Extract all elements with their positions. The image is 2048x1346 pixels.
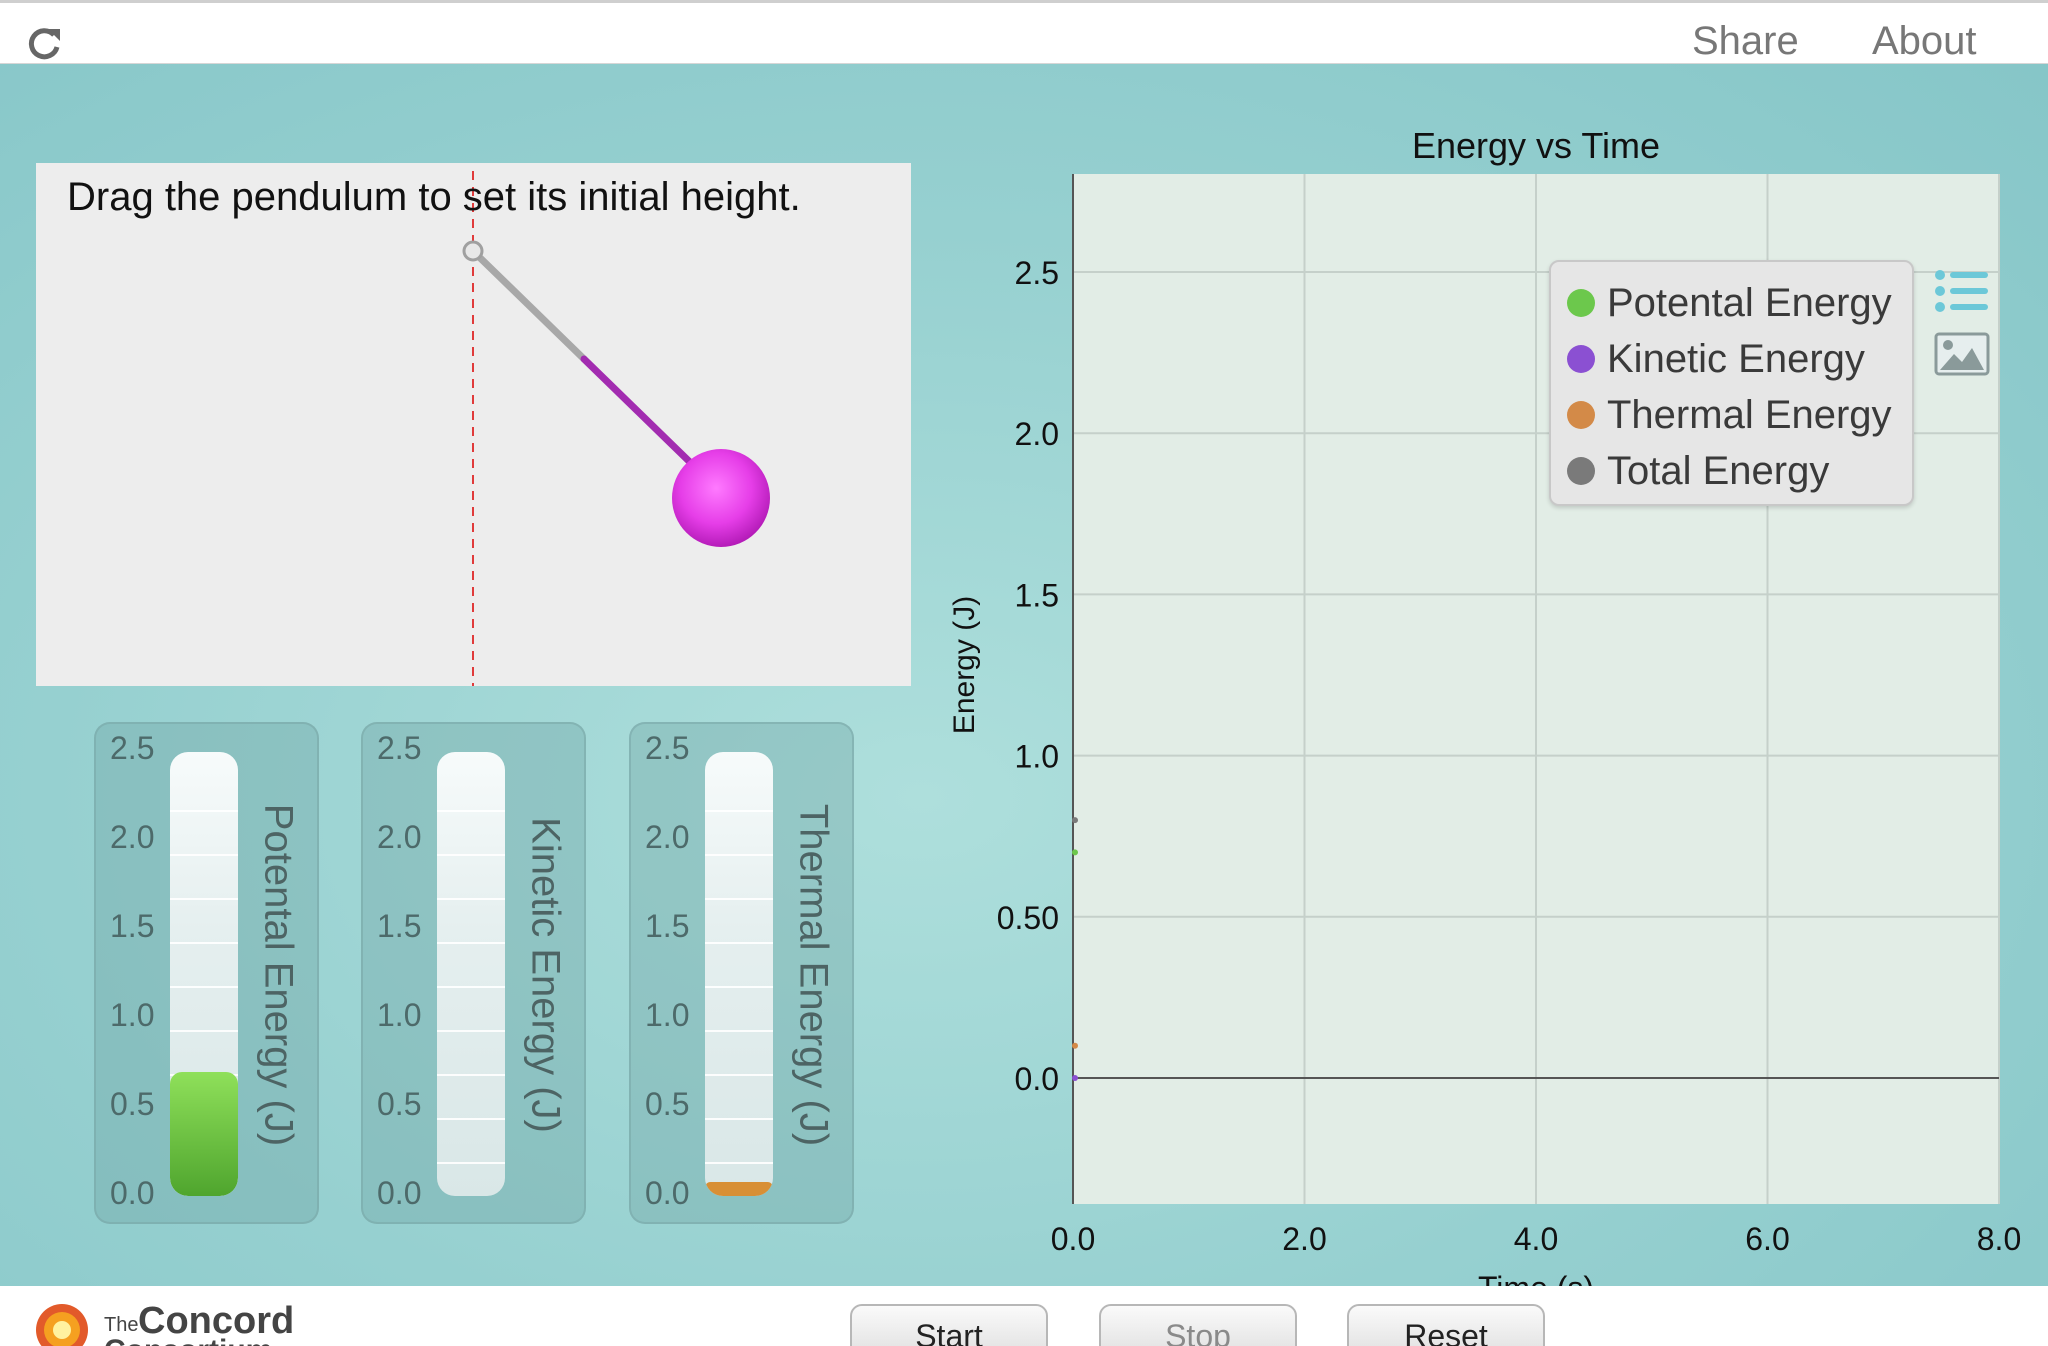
- top-bar: Share About: [0, 0, 2048, 64]
- meter-fill: [170, 1071, 238, 1196]
- legend-label: Thermal Energy: [1607, 392, 1892, 437]
- x-tick-label: 0.0: [1051, 1221, 1095, 1257]
- meter-tick-label: 1.5: [645, 908, 690, 944]
- legend-dot-icon: [1567, 345, 1595, 373]
- meter-tube: [170, 752, 238, 1196]
- reload-icon[interactable]: [24, 23, 64, 63]
- y-tick-label: 2.5: [1015, 255, 1059, 291]
- concord-logo: The Concord Consortium: [26, 1294, 306, 1346]
- potential-energy-meter: 2.5 2.0 1.5 1.0 0.5 0.0 Potental Energy (J): [94, 722, 319, 1224]
- meter-tick-label: 2.5: [110, 730, 155, 766]
- x-tick-label: 6.0: [1745, 1221, 1789, 1257]
- x-tick-label: 2.0: [1282, 1221, 1326, 1257]
- reset-button[interactable]: Reset: [1347, 1304, 1545, 1346]
- pendulum-panel: Drag the pendulum to set its initial hei…: [36, 163, 911, 686]
- logo-text-concord: Concord: [138, 1300, 295, 1342]
- data-point: [1072, 849, 1078, 856]
- pendulum-rod-upper: [469, 247, 588, 363]
- meter-tick-label: 2.5: [645, 730, 690, 766]
- y-tick-label: 1.5: [1015, 577, 1059, 613]
- stop-button[interactable]: Stop: [1099, 1304, 1297, 1346]
- meter-label: Thermal Energy (J): [791, 803, 836, 1147]
- legend-item[interactable]: Kinetic Energy: [1567, 334, 1865, 384]
- meter-tick-label: 0.5: [377, 1086, 422, 1122]
- start-button[interactable]: Start: [850, 1304, 1048, 1346]
- instruction-text: Drag the pendulum to set its initial hei…: [67, 175, 801, 219]
- energy-chart: 0.0 0.50 1.0 1.5 2.0 2.5 0.0 2.0 4.0 6.0 8.0 Energy…: [948, 125, 2021, 1306]
- legend-dot-icon: [1567, 401, 1595, 429]
- meter-tube: [705, 752, 773, 1196]
- y-tick-label: 1.0: [1015, 739, 1059, 775]
- legend-item[interactable]: Thermal Energy: [1567, 390, 1892, 440]
- meter-tick-label: 1.5: [110, 908, 155, 944]
- legend-label: Total Energy: [1607, 448, 1830, 493]
- simulation-area: Drag the pendulum to set its initial hei…: [0, 64, 2048, 1306]
- meter-tick-label: 1.0: [377, 997, 422, 1033]
- share-link[interactable]: Share: [1692, 19, 1799, 63]
- meter-label: Kinetic Energy (J): [523, 817, 568, 1133]
- pendulum-rod: [580, 355, 700, 472]
- data-point: [1072, 1042, 1078, 1049]
- y-tick-label: 0.0: [1015, 1061, 1059, 1097]
- pivot-icon: [462, 240, 484, 262]
- meter-tick-label: 1.5: [377, 908, 422, 944]
- legend-item[interactable]: Potental Energy: [1567, 278, 1892, 328]
- y-axis-label: Energy (J): [948, 596, 981, 734]
- legend-dot-icon: [1567, 457, 1595, 485]
- meter-tick-label: 0.5: [645, 1086, 690, 1122]
- legend-item[interactable]: Total Energy: [1567, 446, 1829, 496]
- about-link[interactable]: About: [1872, 19, 1977, 63]
- thermal-energy-meter: 2.5 2.0 1.5 1.0 0.5 0.0 Thermal Energy (J): [629, 722, 854, 1224]
- chart-title: Energy vs Time: [1412, 125, 1660, 166]
- meter-tick-label: 2.0: [110, 819, 155, 855]
- meter-tick-label: 2.0: [377, 819, 422, 855]
- meter-tick-label: 0.0: [377, 1175, 422, 1211]
- chart-legend: Potental Energy Kinetic Energy Thermal Ene…: [1549, 260, 1914, 506]
- data-point: [1072, 817, 1078, 824]
- meter-tick-label: 1.0: [645, 997, 690, 1033]
- meter-fill: [705, 1182, 773, 1196]
- flower-icon: [36, 1304, 88, 1346]
- meter-tick-label: 0.0: [110, 1175, 155, 1211]
- data-point: [1072, 1075, 1078, 1081]
- x-tick-label: 8.0: [1977, 1221, 2021, 1257]
- kinetic-energy-meter: 2.5 2.0 1.5 1.0 0.5 0.0 Kinetic Energy (J): [361, 722, 586, 1224]
- pendulum-bob[interactable]: [672, 449, 770, 547]
- meter-tick-label: 2.5: [377, 730, 422, 766]
- legend-dot-icon: [1567, 289, 1595, 317]
- legend-label: Kinetic Energy: [1607, 336, 1865, 381]
- logo-text-the: The: [104, 1314, 139, 1336]
- meter-tick-label: 0.5: [110, 1086, 155, 1122]
- meter-label: Potental Energy (J): [256, 803, 301, 1147]
- list-icon[interactable]: [1934, 269, 1990, 313]
- image-icon[interactable]: [1934, 332, 1990, 376]
- meter-tick-label: 2.0: [645, 819, 690, 855]
- meter-tube: [437, 752, 505, 1196]
- meter-tick-label: 1.0: [110, 997, 155, 1033]
- y-tick-label: 2.0: [1015, 416, 1059, 452]
- pendulum-canvas: [462, 171, 770, 686]
- meter-tick-label: 0.0: [645, 1175, 690, 1211]
- logo-text-consortium: Consortium: [104, 1334, 272, 1346]
- bottom-bar: The Concord Consortium Start Stop Reset: [0, 1286, 2048, 1346]
- y-tick-label: 0.50: [997, 900, 1059, 936]
- legend-label: Potental Energy: [1607, 280, 1892, 325]
- x-tick-label: 4.0: [1514, 1221, 1558, 1257]
